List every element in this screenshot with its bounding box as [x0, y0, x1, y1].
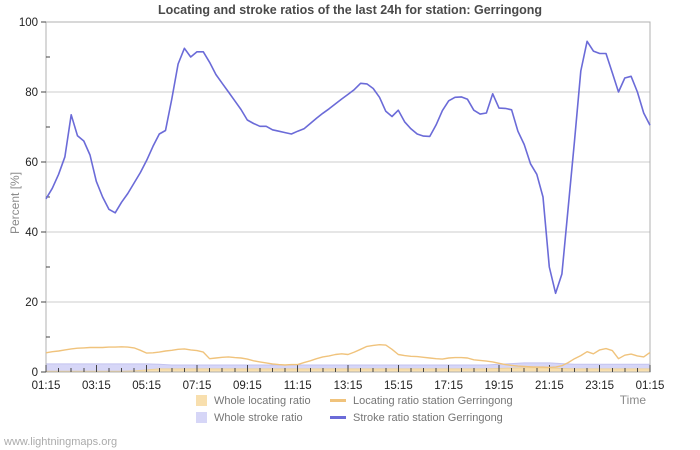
x-tick-label: 15:15	[384, 380, 413, 392]
stroke-ratio-line-swatch-icon	[330, 416, 346, 419]
legend-label: Locating ratio station Gerringong	[353, 394, 513, 407]
watermark: www.lightningmaps.org	[4, 436, 118, 448]
x-tick-label: 13:15	[334, 380, 363, 392]
line-series-3	[45, 40, 651, 295]
y-tick-label: 60	[25, 157, 38, 169]
line-series-2	[45, 344, 651, 369]
legend-item-whole-stroke-ratio: Whole stroke ratio	[196, 409, 330, 426]
legend: Whole locating ratio Whole stroke ratio …	[196, 392, 513, 426]
x-tick-label: 01:15	[636, 380, 665, 392]
x-tick-label: 17:15	[434, 380, 463, 392]
y-tick-label: 80	[25, 87, 38, 99]
whole-locating-ratio-swatch-icon	[196, 395, 207, 406]
locating-ratio-line-swatch-icon	[330, 399, 346, 402]
x-tick-label: 21:15	[535, 380, 564, 392]
x-tick-label: 01:15	[32, 380, 61, 392]
legend-item-stroke-ratio-station: Stroke ratio station Gerringong	[330, 409, 513, 426]
x-tick-label: 07:15	[183, 380, 212, 392]
y-tick-label: 20	[25, 297, 38, 309]
y-tick-label: 40	[25, 227, 38, 239]
legend-column-lines: Locating ratio station Gerringong Stroke…	[330, 392, 513, 426]
x-tick-label: 03:15	[82, 380, 111, 392]
x-tick-label: 11:15	[284, 380, 312, 392]
legend-column-areas: Whole locating ratio Whole stroke ratio	[196, 392, 330, 426]
legend-label: Whole locating ratio	[214, 394, 311, 407]
x-axis-title: Time	[619, 393, 646, 407]
x-tick-label: 09:15	[233, 380, 262, 392]
chart-title: Locating and stroke ratios of the last 2…	[157, 3, 543, 17]
legend-item-locating-ratio-station: Locating ratio station Gerringong	[330, 392, 513, 409]
x-tick-label: 19:15	[485, 380, 514, 392]
plot-border	[45, 21, 651, 373]
legend-item-whole-locating-ratio: Whole locating ratio	[196, 392, 330, 409]
legend-label: Whole stroke ratio	[214, 411, 303, 424]
x-tick-label: 05:15	[132, 380, 161, 392]
y-tick-label: 0	[32, 367, 38, 379]
whole-stroke-ratio-swatch-icon	[196, 412, 207, 423]
legend-label: Stroke ratio station Gerringong	[353, 411, 503, 424]
y-tick-label: 100	[19, 17, 38, 29]
x-tick-label: 23:15	[585, 380, 614, 392]
